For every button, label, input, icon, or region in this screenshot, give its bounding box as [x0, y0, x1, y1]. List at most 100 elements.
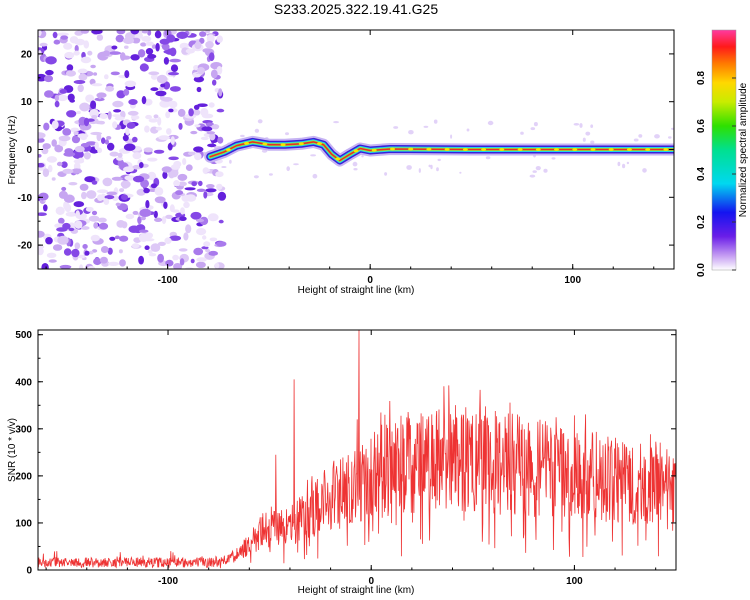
- noise-speck: [428, 164, 431, 168]
- noise-blob: [199, 37, 205, 44]
- noise-blob: [117, 152, 123, 158]
- noise-blob: [185, 224, 192, 234]
- noise-blob: [203, 191, 208, 199]
- noise-blob: [169, 58, 182, 63]
- noise-speck: [286, 166, 291, 172]
- noise-blob: [212, 79, 217, 86]
- noise-blob: [53, 39, 61, 45]
- noise-speck: [268, 173, 273, 176]
- noise-blob: [71, 135, 81, 144]
- noise-blob: [104, 74, 109, 80]
- noise-blob: [190, 258, 195, 264]
- noise-speck: [590, 140, 595, 144]
- noise-blob: [96, 189, 109, 194]
- ridge-spot: [481, 148, 487, 151]
- noise-speck: [418, 168, 421, 173]
- noise-blob: [77, 133, 89, 139]
- noise-blob: [111, 45, 118, 50]
- noise-blob: [107, 142, 115, 151]
- noise-blob: [43, 204, 48, 212]
- noise-blob: [185, 48, 195, 54]
- noise-blob: [107, 111, 112, 120]
- noise-blob: [195, 218, 205, 223]
- noise-blob: [132, 152, 142, 160]
- noise-blob: [209, 237, 218, 242]
- noise-blob: [85, 94, 95, 103]
- noise-blob: [168, 108, 174, 113]
- noise-blob: [182, 158, 187, 165]
- noise-blob: [217, 136, 224, 144]
- colorbar-ticks: 0.0 0.2 0.4 0.6 0.8: [696, 71, 736, 277]
- noise-blob: [198, 180, 203, 187]
- noise-blob: [193, 247, 204, 256]
- noise-blob: [45, 69, 54, 76]
- noise-blob: [164, 237, 172, 244]
- noise-blob: [109, 51, 122, 55]
- noise-blob: [54, 144, 64, 153]
- noise-blob: [90, 64, 96, 69]
- y-tick-label: -20: [18, 241, 33, 252]
- noise-blob: [80, 30, 89, 34]
- noise-blob: [56, 227, 68, 232]
- noise-blob: [120, 110, 126, 119]
- noise-blob: [151, 44, 156, 49]
- noise-blob: [190, 211, 202, 220]
- noise-blob: [109, 236, 116, 241]
- noise-blob: [124, 45, 129, 49]
- noise-blob: [181, 194, 191, 202]
- noise-blob: [137, 49, 146, 58]
- noise-blob: [138, 255, 145, 265]
- noise-blob: [216, 183, 223, 190]
- noise-blob: [183, 201, 190, 209]
- noise-blob: [130, 115, 140, 120]
- noise-blob: [161, 166, 172, 173]
- colorbar: 0.0 0.2 0.4 0.6 0.8 Normalized spectral ampl…: [696, 29, 749, 277]
- noise-blob: [45, 56, 57, 65]
- noise-blob: [145, 41, 154, 46]
- noise-blob: [71, 168, 83, 174]
- noise-blob: [91, 115, 98, 119]
- noise-blob: [154, 30, 162, 39]
- noise-blob: [87, 50, 93, 56]
- noise-blob: [141, 35, 152, 42]
- noise-blob: [58, 135, 71, 142]
- noise-speck: [393, 126, 399, 129]
- noise-speck: [487, 120, 494, 126]
- noise-blob: [172, 254, 180, 261]
- noise-blob: [133, 175, 145, 183]
- heatmap-noise-blobs: [38, 30, 674, 269]
- noise-speck: [261, 149, 268, 153]
- noise-blob: [38, 230, 45, 238]
- noise-blob: [90, 234, 100, 242]
- noise-blob: [124, 70, 130, 79]
- noise-blob: [103, 198, 110, 206]
- noise-blob: [73, 80, 86, 84]
- noise-blob: [161, 43, 170, 51]
- noise-blob: [97, 217, 107, 223]
- noise-blob: [139, 162, 144, 169]
- noise-blob: [118, 249, 123, 254]
- noise-blob: [205, 41, 214, 49]
- noise-blob: [137, 216, 142, 225]
- noise-blob: [61, 186, 67, 191]
- noise-blob: [54, 94, 59, 102]
- noise-blob: [105, 85, 115, 92]
- noise-blob: [214, 262, 220, 269]
- noise-blob: [196, 257, 207, 262]
- noise-blob: [145, 48, 154, 55]
- noise-speck: [384, 172, 388, 176]
- noise-blob: [55, 206, 65, 215]
- colorbar-gradient: [712, 30, 736, 270]
- noise-blob: [147, 157, 158, 162]
- noise-blob: [170, 64, 179, 72]
- noise-speck: [654, 134, 660, 139]
- noise-blob: [168, 100, 178, 109]
- noise-blob: [57, 235, 69, 245]
- snr-xlabel: Height of straight line (km): [298, 585, 415, 596]
- noise-blob: [51, 139, 57, 147]
- noise-blob: [61, 161, 68, 168]
- noise-blob: [147, 54, 157, 59]
- noise-blob: [63, 248, 72, 256]
- noise-blob: [104, 195, 115, 200]
